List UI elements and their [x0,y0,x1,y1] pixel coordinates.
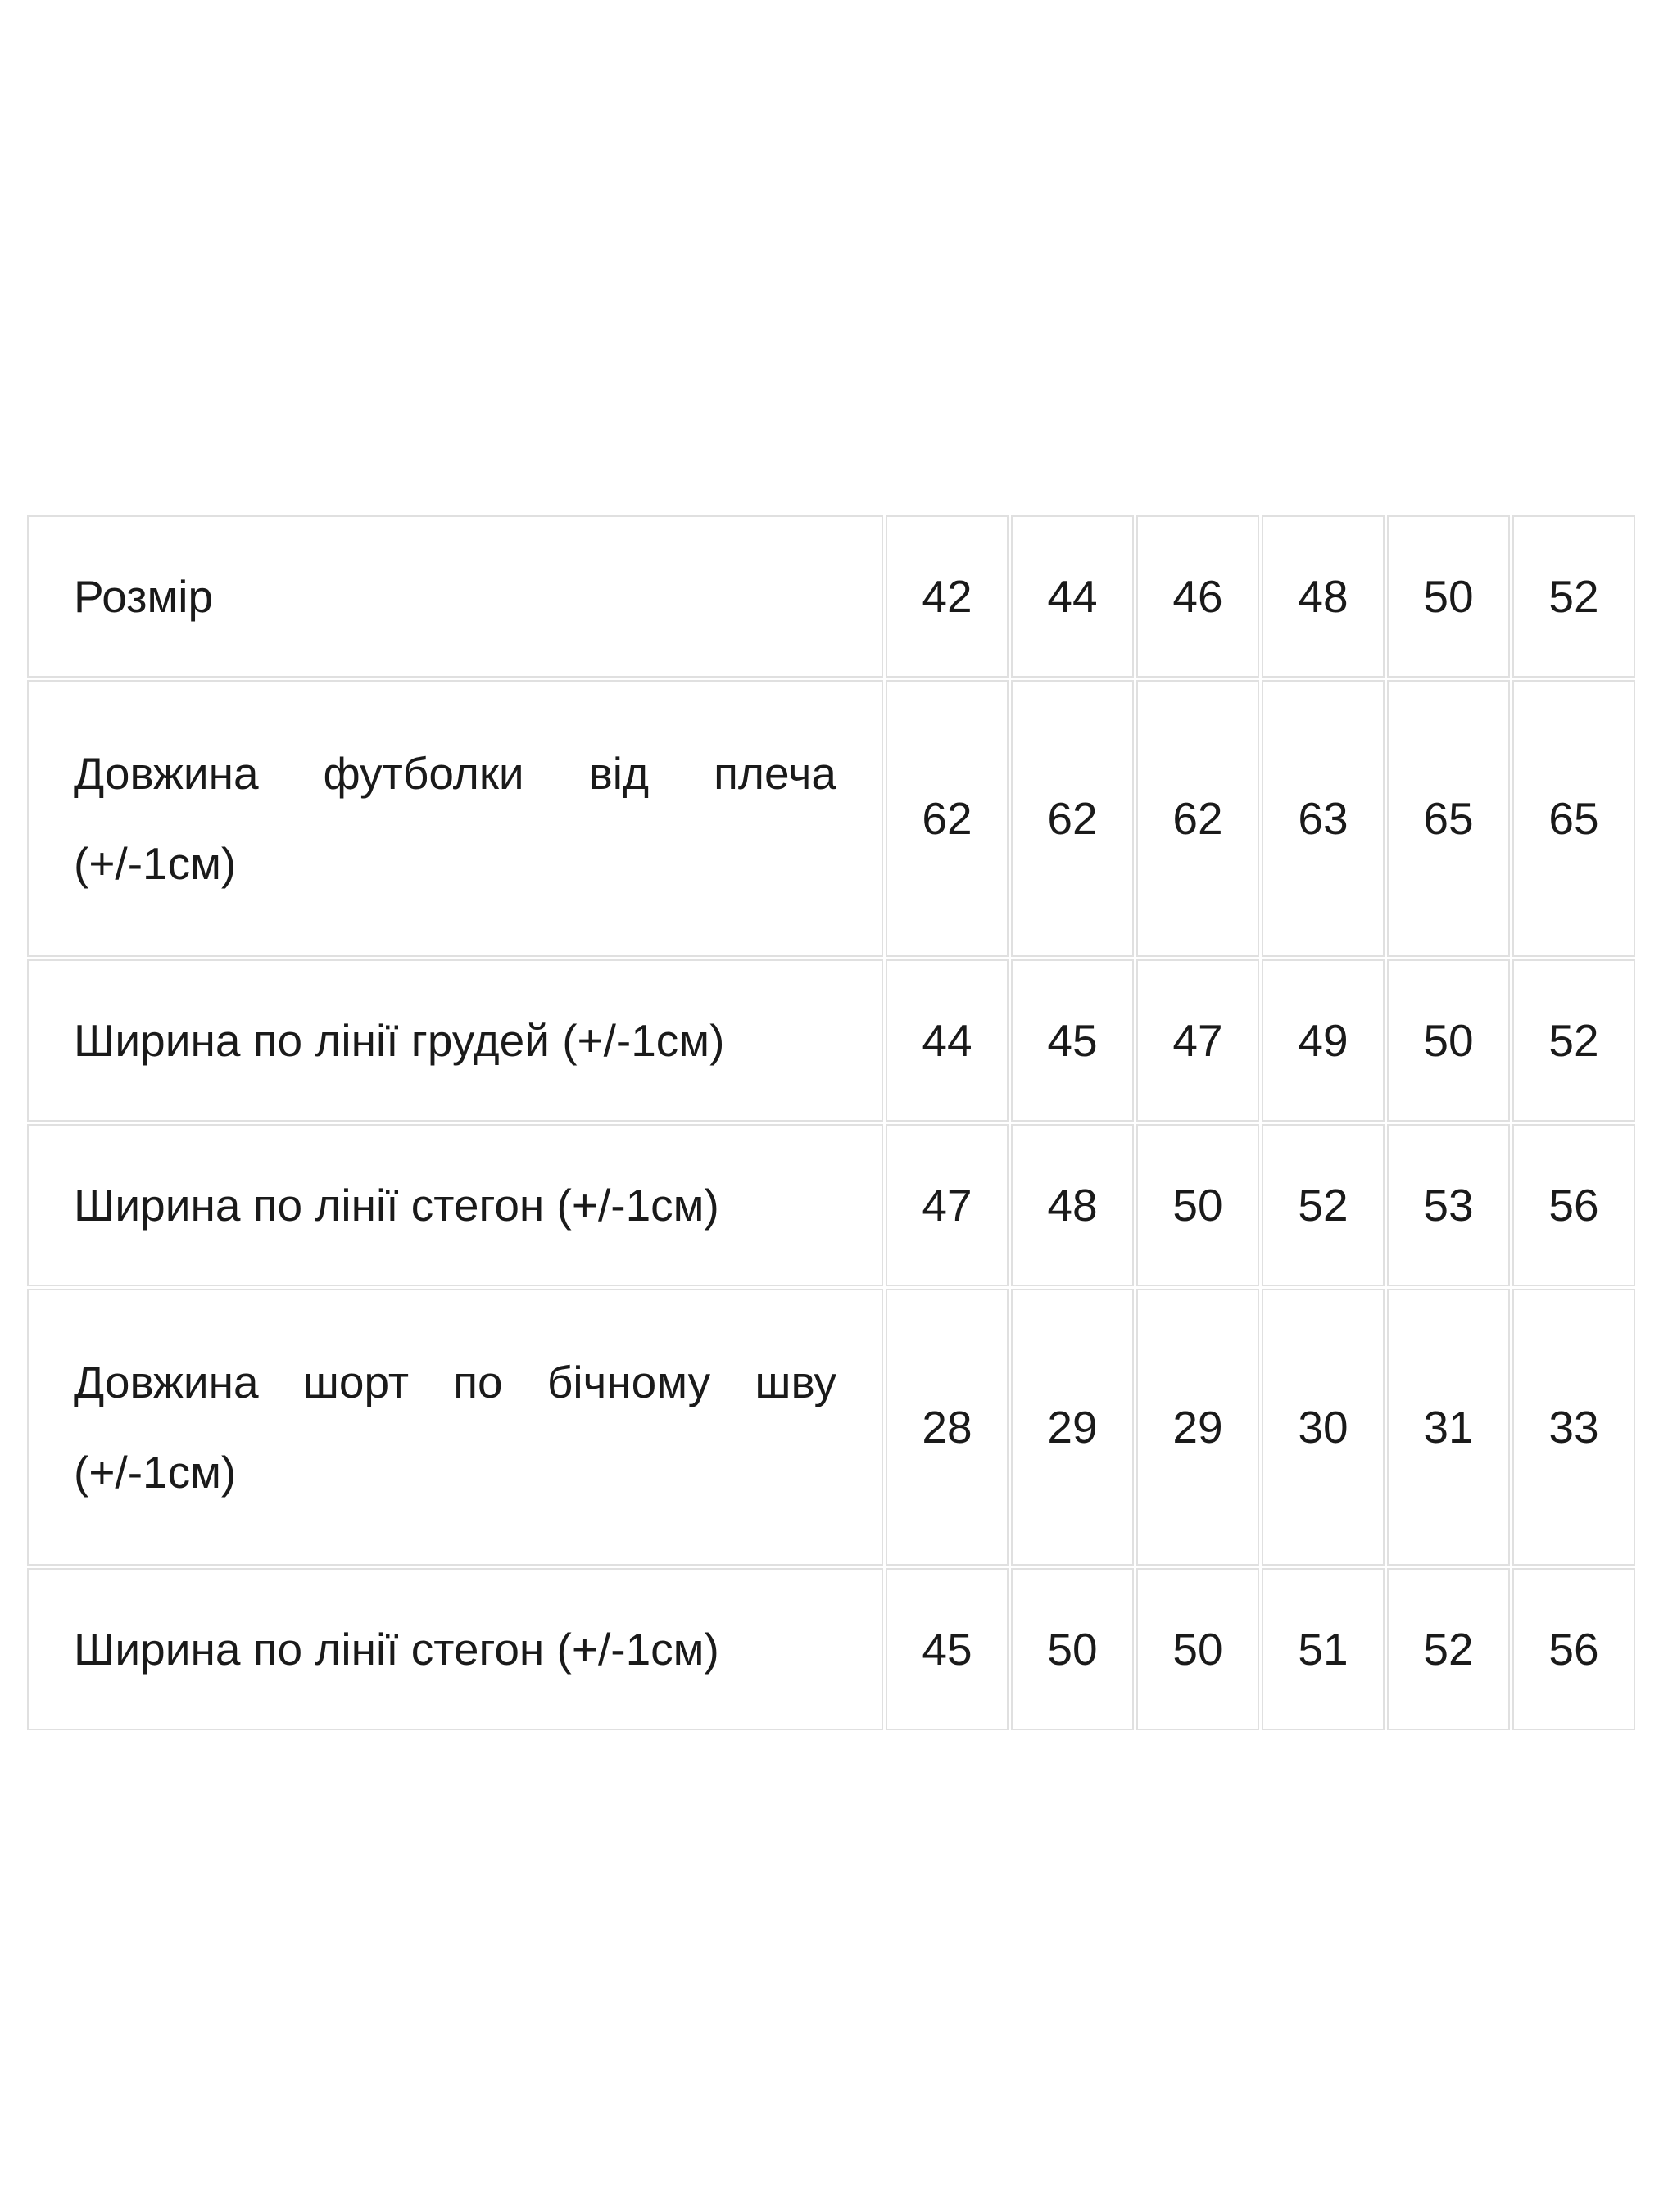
size-value-cell: 62 [1011,680,1134,957]
table-row: Розмір 42 44 46 48 50 52 [27,515,1635,678]
size-value-cell: 65 [1512,680,1635,957]
size-value-cell: 31 [1387,1289,1510,1566]
size-value-cell: 52 [1387,1568,1510,1730]
size-value-cell: 29 [1136,1289,1259,1566]
size-value-cell: 44 [1011,515,1134,678]
size-value-cell: 63 [1262,680,1385,957]
size-value-cell: 52 [1262,1124,1385,1286]
size-value-cell: 62 [1136,680,1259,957]
table-row: Ширина по лінії стегон (+/-1см) 45 50 50… [27,1568,1635,1730]
size-table-container: Розмір 42 44 46 48 50 52 Довжина футболк… [25,513,1638,1733]
size-value-cell: 50 [1011,1568,1134,1730]
size-value-cell: 50 [1136,1124,1259,1286]
size-value-cell: 30 [1262,1289,1385,1566]
size-table-body: Розмір 42 44 46 48 50 52 Довжина футболк… [27,515,1635,1730]
size-value-cell: 65 [1387,680,1510,957]
size-value-cell: 29 [1011,1289,1134,1566]
size-value-cell: 47 [1136,959,1259,1122]
size-value-cell: 48 [1011,1124,1134,1286]
row-label-cell: Ширина по лінії стегон (+/-1см) [27,1568,883,1730]
size-value-cell: 49 [1262,959,1385,1122]
size-value-cell: 47 [886,1124,1009,1286]
size-value-cell: 52 [1512,515,1635,678]
size-value-cell: 33 [1512,1289,1635,1566]
size-value-cell: 53 [1387,1124,1510,1286]
row-label-cell: Довжина футболки від плеча (+/-1см) [27,680,883,957]
size-value-cell: 51 [1262,1568,1385,1730]
size-value-cell: 45 [886,1568,1009,1730]
row-label-cell: Ширина по лінії грудей (+/-1см) [27,959,883,1122]
size-value-cell: 50 [1387,959,1510,1122]
row-label-cell: Розмір [27,515,883,678]
table-row: Ширина по лінії грудей (+/-1см) 44 45 47… [27,959,1635,1122]
size-value-cell: 52 [1512,959,1635,1122]
row-label-cell: Ширина по лінії стегон (+/-1см) [27,1124,883,1286]
size-value-cell: 28 [886,1289,1009,1566]
size-value-cell: 50 [1387,515,1510,678]
table-row: Ширина по лінії стегон (+/-1см) 47 48 50… [27,1124,1635,1286]
size-value-cell: 56 [1512,1124,1635,1286]
size-table: Розмір 42 44 46 48 50 52 Довжина футболк… [25,513,1638,1733]
size-value-cell: 44 [886,959,1009,1122]
size-value-cell: 42 [886,515,1009,678]
size-value-cell: 45 [1011,959,1134,1122]
table-row: Довжина футболки від плеча (+/-1см) 62 6… [27,680,1635,957]
size-value-cell: 56 [1512,1568,1635,1730]
size-value-cell: 48 [1262,515,1385,678]
size-value-cell: 50 [1136,1568,1259,1730]
table-row: Довжина шорт по бічному шву (+/-1см) 28 … [27,1289,1635,1566]
row-label-cell: Довжина шорт по бічному шву (+/-1см) [27,1289,883,1566]
size-value-cell: 62 [886,680,1009,957]
size-value-cell: 46 [1136,515,1259,678]
